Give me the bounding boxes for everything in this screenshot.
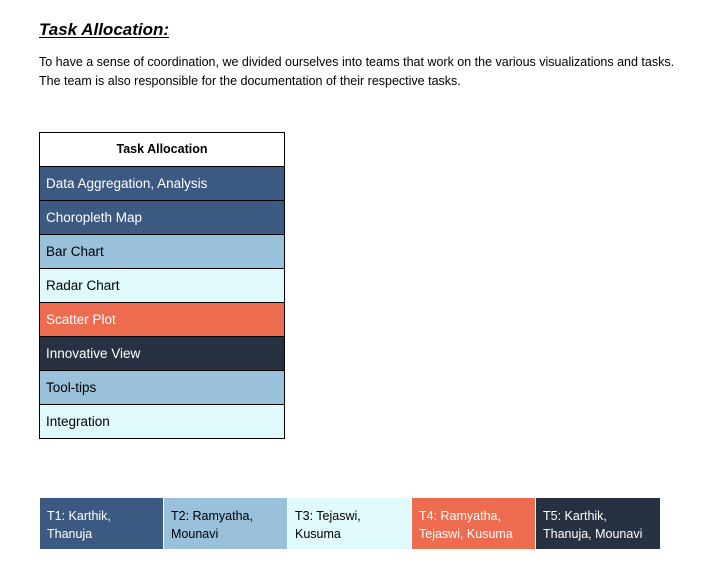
team-line-1: T5: Karthik, xyxy=(543,509,607,523)
team-line-1: T2: Ramyatha, xyxy=(171,509,253,523)
task-row-4: Scatter Plot xyxy=(40,303,284,337)
team-line-1: T4: Ramyatha, xyxy=(419,509,501,523)
team-cell-t5: T5: Karthik, Thanuja, Mounavi xyxy=(536,498,660,549)
team-cell-t2: T2: Ramyatha, Mounavi xyxy=(164,498,288,549)
team-line-2: Kusuma xyxy=(295,527,341,541)
task-row-5: Innovative View xyxy=(40,337,284,371)
team-line-1: T1: Karthik, xyxy=(47,509,111,523)
team-cell-t4: T4: Ramyatha, Tejaswi, Kusuma xyxy=(412,498,536,549)
team-line-2: Thanuja xyxy=(47,527,93,541)
team-cell-t3: T3: Tejaswi, Kusuma xyxy=(288,498,412,549)
team-legend: T1: Karthik, Thanuja T2: Ramyatha, Mouna… xyxy=(40,498,660,549)
team-line-2: Thanuja, Mounavi xyxy=(543,527,643,541)
task-row-6: Tool-tips xyxy=(40,371,284,405)
team-line-2: Tejaswi, Kusuma xyxy=(419,527,513,541)
task-row-2: Bar Chart xyxy=(40,235,284,269)
task-row-7: Integration xyxy=(40,405,284,438)
team-line-2: Mounavi xyxy=(171,527,219,541)
task-table-header: Task Allocation xyxy=(40,133,284,167)
team-cell-t1: T1: Karthik, Thanuja xyxy=(40,498,164,549)
task-row-0: Data Aggregation, Analysis xyxy=(40,167,284,201)
task-allocation-table: Task Allocation Data Aggregation, Analys… xyxy=(39,132,285,439)
section-heading: Task Allocation: xyxy=(39,20,170,39)
team-line-1: T3: Tejaswi, xyxy=(295,509,361,523)
task-row-3: Radar Chart xyxy=(40,269,284,303)
task-row-1: Choropleth Map xyxy=(40,201,284,235)
intro-paragraph: To have a sense of coordination, we divi… xyxy=(39,55,675,88)
